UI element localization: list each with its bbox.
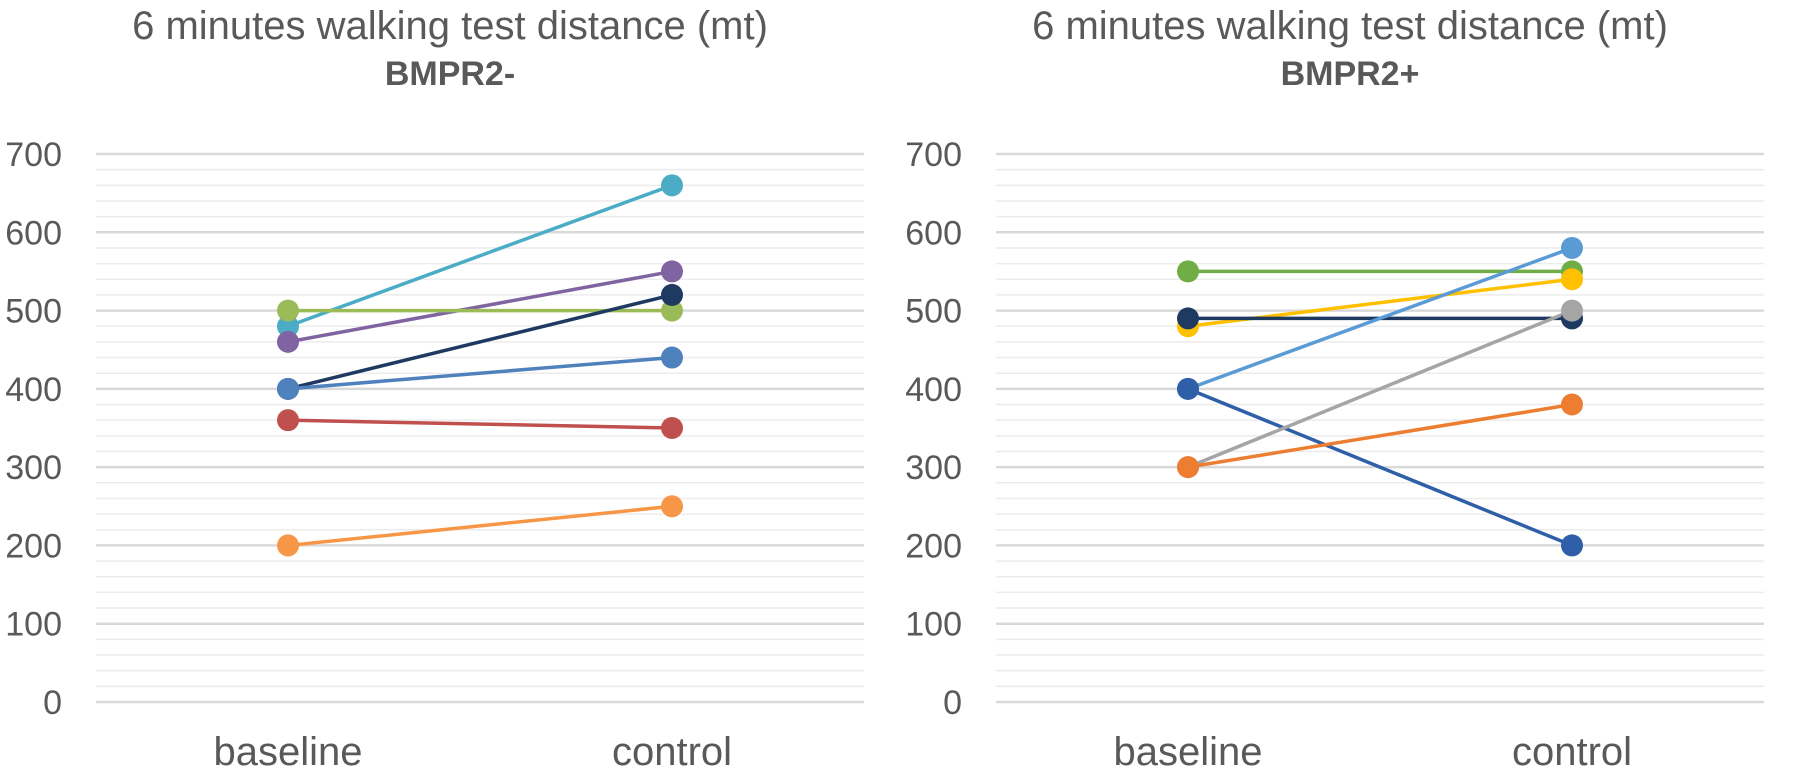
y-tick-label: 700 [5,136,62,174]
data-point [661,174,683,197]
data-point [277,409,299,432]
y-tick-label: 300 [905,449,962,487]
data-point [1177,307,1199,330]
y-tick-label: 100 [905,606,962,644]
chart-panel-bmpr2-negative: 6 minutes walking test distance (mt) BMP… [5,4,864,774]
y-tick-label: 300 [5,449,62,487]
data-point [661,495,683,518]
series-line [1187,308,1573,469]
series-line [1187,387,1573,548]
chart-subtitle: BMPR2- [384,55,516,93]
data-point [1561,534,1583,557]
y-tick-label: 500 [905,293,962,331]
data-point [1177,377,1199,400]
chart-panel-bmpr2-positive: 6 minutes walking test distance (mt) BMP… [900,0,1800,777]
y-tick-label: 700 [905,136,962,174]
data-point [1561,268,1583,291]
data-point [277,330,299,353]
chart-title: 6 minutes walking test distance (mt) [132,4,768,48]
series-line [287,418,673,430]
data-point [661,283,683,306]
line-chart-svg: 0 100 200 300 400 500 600 700 baseline control [5,136,864,774]
series-line [1187,246,1573,391]
data-point [1177,456,1199,479]
y-tick-label: 0 [43,684,62,722]
y-tick-label: 200 [905,527,962,565]
series-line [1187,402,1573,469]
data-point [1177,260,1199,283]
data-point [661,346,683,369]
y-tick-label: 600 [905,214,962,252]
y-tick-label: 0 [943,684,962,722]
x-category-label: baseline [1113,730,1262,774]
line-chart-svg: 0 100 200 300 400 500 600 700 baseline control [905,136,1764,774]
data-point [661,417,683,439]
data-point [661,260,683,283]
series-line [287,269,673,344]
series-line [287,293,673,391]
data-point [1561,393,1583,416]
series-line [287,183,673,328]
chart-subtitle: BMPR2+ [1280,55,1420,93]
data-point [277,299,299,322]
y-tick-label: 500 [5,293,62,331]
y-tick-label: 400 [5,371,62,409]
y-tick-label: 600 [5,214,62,252]
series-line [287,355,673,391]
y-tick-label: 200 [5,527,62,565]
x-category-label: control [1512,730,1632,774]
data-point [277,534,299,557]
data-point [277,315,299,338]
data-point [661,299,683,322]
data-point [1561,236,1583,259]
data-point [277,377,299,400]
y-tick-label: 100 [5,606,62,644]
x-category-label: control [612,730,732,774]
chart-title: 6 minutes walking test distance (mt) [1032,4,1668,48]
data-point [1561,299,1583,322]
y-tick-label: 400 [905,371,962,409]
series-line [287,504,673,548]
x-category-label: baseline [213,730,362,774]
